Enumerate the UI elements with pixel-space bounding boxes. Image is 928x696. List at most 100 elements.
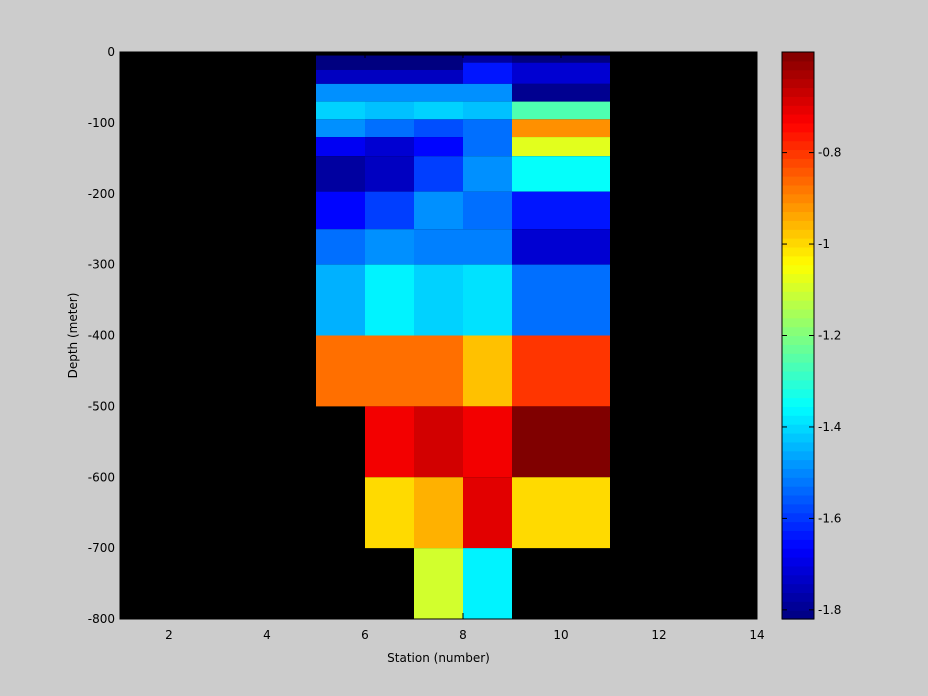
- x-tick-label: 8: [459, 628, 467, 642]
- colorbar-segment: [782, 167, 814, 177]
- colorbar-segment: [782, 379, 814, 390]
- heatmap-cell: [414, 83, 463, 102]
- heatmap-cell: [463, 477, 512, 549]
- colorbar-tick-label: -1.2: [818, 329, 841, 343]
- colorbar-segment: [782, 264, 814, 275]
- colorbar-segment: [782, 158, 814, 168]
- colorbar-segment: [782, 114, 814, 124]
- colorbar-segment: [782, 477, 814, 487]
- heatmap-cell: [512, 406, 610, 478]
- colorbar-segment: [782, 131, 814, 142]
- colorbar-segment: [782, 601, 814, 611]
- heatmap-cell: [316, 69, 365, 84]
- colorbar-segment: [782, 78, 814, 89]
- colorbar-segment: [782, 415, 814, 425]
- colorbar-segment: [782, 459, 814, 469]
- colorbar-segment: [782, 255, 814, 266]
- heatmap-cell: [365, 137, 414, 157]
- heatmap-cells: [316, 55, 610, 619]
- colorbar-segment: [782, 494, 814, 505]
- x-tick-label: 10: [553, 628, 568, 642]
- heatmap-cell: [316, 156, 365, 192]
- heatmap-cell: [414, 137, 463, 157]
- heatmap-cell: [512, 156, 610, 192]
- heatmap-cell: [463, 548, 512, 619]
- colorbar-segment: [782, 406, 814, 416]
- y-tick-label: -800: [88, 612, 115, 626]
- y-tick-label: -500: [88, 399, 115, 413]
- colorbar-segment: [782, 229, 814, 239]
- heatmap-cell: [414, 264, 463, 336]
- y-tick-label: -300: [88, 258, 115, 272]
- x-axis: 2 4 6 8 10 12 14: [165, 52, 765, 642]
- heatmap-cell: [512, 264, 610, 336]
- heatmap-cell: [365, 83, 414, 102]
- heatmap-cell: [512, 229, 610, 265]
- colorbar-segment: [782, 176, 814, 186]
- colorbar-segment: [782, 370, 814, 381]
- heatmap-cell: [512, 83, 610, 102]
- heatmap-cell: [316, 335, 365, 407]
- colorbar-segment: [782, 282, 814, 292]
- colorbar-segment: [782, 574, 814, 585]
- plot-area: 2 4 6 8 10 12 14 0 -100 -200 -300 -400 -500 -600 -700…: [88, 45, 765, 642]
- colorbar-segment: [782, 246, 814, 257]
- heatmap-cell: [463, 83, 512, 102]
- heatmap-cell: [512, 137, 610, 157]
- colorbar-segment: [782, 432, 814, 443]
- colorbar-segment: [782, 362, 814, 372]
- heatmap-cell: [512, 477, 610, 549]
- colorbar-segment: [782, 424, 814, 434]
- colorbar-segment: [782, 344, 814, 354]
- y-tick-label: -600: [88, 470, 115, 484]
- colorbar-segment: [782, 184, 814, 195]
- heatmap-cell: [316, 264, 365, 336]
- colorbar-segment: [782, 96, 814, 106]
- heatmap-cell: [414, 548, 463, 619]
- colorbar-segment: [782, 388, 814, 399]
- heatmap-cell: [463, 101, 512, 120]
- x-tick-label: 2: [165, 628, 173, 642]
- heatmap-cell: [316, 137, 365, 157]
- colorbar-ticks: -0.8 -1 -1.2 -1.4 -1.6 -1.8: [782, 146, 841, 617]
- heatmap-cell: [414, 55, 463, 70]
- heatmap-cell: [414, 477, 463, 549]
- heatmap-cell: [365, 264, 414, 336]
- heatmap-cell: [365, 119, 414, 138]
- colorbar-segment: [782, 565, 814, 576]
- colorbar-segment: [782, 149, 814, 159]
- heatmap-cell: [365, 335, 414, 407]
- colorbar-segment: [782, 353, 814, 363]
- x-tick-label: 14: [749, 628, 764, 642]
- heatmap-cell: [414, 406, 463, 478]
- x-tick-label: 6: [361, 628, 369, 642]
- heatmap-cell: [365, 101, 414, 120]
- heatmap-cell: [463, 264, 512, 336]
- colorbar-segment: [782, 291, 814, 301]
- colorbar-segment: [782, 610, 814, 620]
- y-tick-label: -700: [88, 541, 115, 555]
- heatmap-cell: [512, 119, 610, 138]
- heatmap-cell: [316, 229, 365, 265]
- colorbar-segment: [782, 556, 814, 567]
- heatmap-cell: [365, 406, 414, 478]
- heatmap-cell: [463, 62, 512, 84]
- colorbar-segment: [782, 539, 814, 549]
- heatmap-cell: [512, 62, 610, 84]
- colorbar-segment: [782, 512, 814, 523]
- colorbar-segment: [782, 220, 814, 230]
- heatmap-cell: [512, 101, 610, 120]
- colorbar-gradient: [782, 52, 814, 620]
- heatmap-cell: [463, 119, 512, 157]
- heatmap-cell: [316, 55, 365, 70]
- heatmap-cell: [414, 229, 463, 265]
- colorbar-segment: [782, 583, 814, 594]
- colorbar-segment: [782, 521, 814, 532]
- heatmap-cell: [365, 229, 414, 265]
- heatmap-cell: [463, 55, 512, 63]
- x-tick-label: 12: [651, 628, 666, 642]
- colorbar-segment: [782, 397, 814, 407]
- colorbar-tick-label: -1: [818, 237, 830, 251]
- colorbar-segment: [782, 468, 814, 478]
- colorbar-segment: [782, 486, 814, 496]
